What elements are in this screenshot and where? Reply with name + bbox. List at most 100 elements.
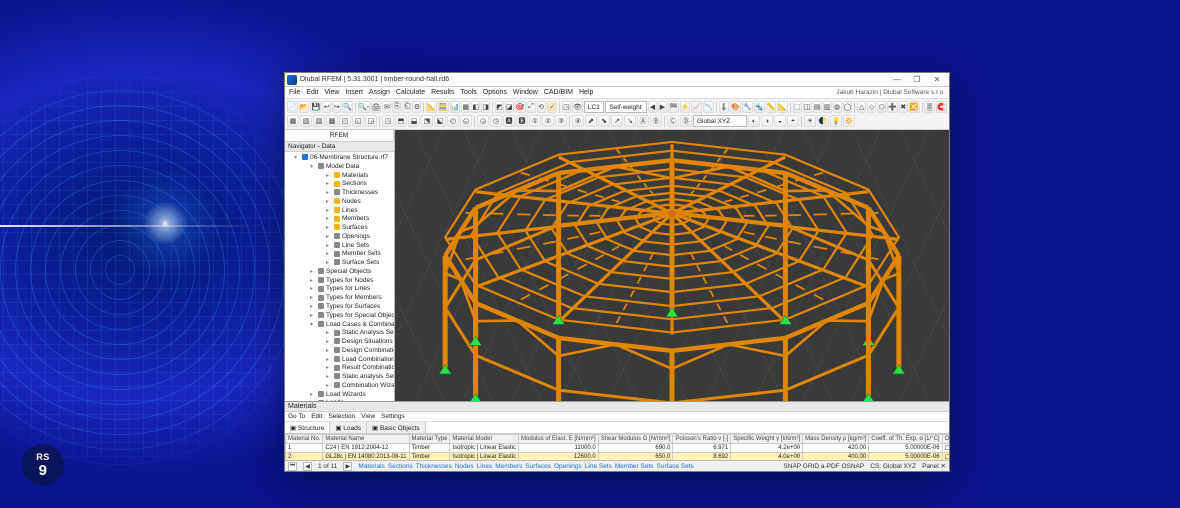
toolbar-button[interactable]: ⟲ — [537, 101, 546, 113]
materials-sub-view[interactable]: View — [361, 413, 375, 420]
tree-item[interactable]: Lines — [326, 207, 393, 216]
next-page-button[interactable]: ▶ — [343, 462, 352, 471]
tree-item[interactable]: Result Combinations — [326, 364, 393, 373]
tree-item[interactable]: Surfaces — [326, 224, 393, 233]
toolbar-button[interactable]: ☀ — [804, 115, 816, 127]
menu-results[interactable]: Results — [431, 89, 454, 96]
toolbar-button[interactable]: ⬈ — [585, 115, 597, 127]
menu-cadbim[interactable]: CAD/BIM — [544, 89, 573, 96]
menu-edit[interactable]: Edit — [306, 89, 318, 96]
table-cell[interactable]: ☐ ☐ — [942, 444, 949, 453]
toolbar-button[interactable]: 🔍 — [342, 101, 353, 113]
table-cell[interactable]: 5.00000E-06 — [869, 453, 942, 461]
table-cell[interactable]: 8.692 — [673, 453, 731, 461]
tree-item[interactable]: Types for Nodes — [310, 277, 393, 286]
toolbar-button[interactable]: ◷ — [490, 115, 502, 127]
toolbar-button[interactable]: ▦ — [287, 115, 299, 127]
table-cell[interactable]: Isotropic | Linear Elastic — [450, 444, 519, 453]
toolbar-button[interactable]: 🅱 — [516, 115, 528, 127]
toolbar-button[interactable]: ▥ — [823, 101, 832, 113]
table-cell[interactable]: 420.00 — [803, 444, 869, 453]
toolbar-button[interactable]: 🌓 — [817, 115, 829, 127]
toolbar-button[interactable]: ◰ — [339, 115, 351, 127]
table-cell[interactable]: ☐ ☐ — [942, 453, 949, 461]
footer-tab-lines[interactable]: Lines — [477, 463, 493, 470]
minimize-button[interactable]: — — [887, 74, 907, 86]
toolbar-button[interactable]: Ⓑ — [650, 115, 662, 127]
materials-tab-loads[interactable]: ▣ Loads — [330, 422, 367, 433]
toolbar-button[interactable]: ◱ — [352, 115, 364, 127]
toolbar-button[interactable]: ◯ — [843, 101, 853, 113]
tree-item[interactable]: Member Sets — [326, 250, 393, 259]
footer-tab-linesets[interactable]: Line Sets — [585, 463, 612, 470]
toolbar-button[interactable]: 👁 — [572, 101, 583, 113]
toolbar-button[interactable]: ▦ — [461, 101, 470, 113]
tree-item[interactable]: Openings — [326, 233, 393, 242]
toolbar-button[interactable]: ⚙ — [412, 101, 421, 113]
toolbar-button[interactable]: 📄 — [287, 101, 298, 113]
tree-item[interactable]: LoadsLC1 - Self-weightLC2 - SnowLC3 - Wi… — [310, 399, 393, 401]
toolbar-button[interactable]: ◇ — [867, 101, 876, 113]
loadcase-selector[interactable]: LC1 — [584, 101, 605, 113]
menu-options[interactable]: Options — [483, 89, 507, 96]
toolbar-button[interactable]: ◧ — [471, 101, 480, 113]
toolbar-button[interactable]: ③ — [555, 115, 567, 127]
table-cell[interactable]: 650.0 — [598, 453, 673, 461]
tree-item[interactable]: Types for Members — [310, 294, 393, 303]
toolbar-button[interactable]: 🧭 — [547, 101, 558, 113]
table-cell[interactable]: 1 — [286, 444, 323, 453]
navigator-tree[interactable]: 06-Membrane Structure.rf7Model DataMater… — [285, 152, 394, 401]
menu-assign[interactable]: Assign — [369, 89, 390, 96]
tree-item[interactable]: Sections — [326, 180, 393, 189]
toolbar-button[interactable]: 🖨 — [371, 101, 382, 113]
toolbar-button[interactable]: ▨ — [313, 115, 325, 127]
tree-item[interactable]: Load Wizards — [310, 391, 393, 400]
table-cell[interactable]: 5.00000E-06 — [869, 444, 942, 453]
footer-tab-members[interactable]: Members — [495, 463, 522, 470]
toolbar-button[interactable]: ◪ — [505, 101, 514, 113]
toolbar-button[interactable]: 📐 — [426, 101, 437, 113]
table-cell[interactable]: 4.2e+00 — [731, 444, 803, 453]
column-header[interactable]: Material Type — [409, 435, 450, 444]
table-cell[interactable]: 690.0 — [598, 444, 673, 453]
loadcase-name[interactable]: Self-weight — [605, 101, 647, 113]
toolbar-button[interactable]: ① — [529, 115, 541, 127]
toolbar-button[interactable]: 🅰 — [503, 115, 515, 127]
toolbar-button[interactable]: ◴ — [447, 115, 459, 127]
footer-tab-surfaces[interactable]: Surfaces — [525, 463, 551, 470]
menu-calculate[interactable]: Calculate — [396, 89, 425, 96]
table-cell[interactable]: 4.0e+00 — [731, 453, 803, 461]
toolbar-button[interactable]: 🎯 — [515, 101, 526, 113]
toolbar-button[interactable]: ◩ — [495, 101, 504, 113]
toolbar-button[interactable]: 🔍- — [358, 101, 370, 113]
column-header[interactable]: Material Model — [450, 435, 519, 444]
materials-sub-edit[interactable]: Edit — [311, 413, 322, 420]
footer-tab-surfacesets[interactable]: Surface Sets — [657, 463, 694, 470]
footer-tab-openings[interactable]: Openings — [554, 463, 582, 470]
coord-selector[interactable]: Global XYZ — [693, 115, 747, 127]
table-cell[interactable]: Isotropic | Linear Elastic — [450, 453, 519, 461]
menu-view[interactable]: View — [324, 89, 339, 96]
toolbar-button[interactable]: ⬕ — [434, 115, 446, 127]
toolbar-button[interactable]: 📈 — [691, 101, 702, 113]
toolbar-button[interactable]: ◲ — [365, 115, 377, 127]
table-cell[interactable]: Timber — [409, 444, 450, 453]
toolbar-button[interactable]: ◓ — [787, 115, 799, 127]
tree-item[interactable]: Static Analysis Settings — [326, 329, 393, 338]
table-cell[interactable]: Timber — [409, 453, 450, 461]
column-header[interactable]: Modulus of Elast. E [N/mm²] — [519, 435, 599, 444]
tree-item[interactable]: Combination Wizard — [326, 382, 393, 391]
tree-item[interactable]: Types for Lines — [310, 285, 393, 294]
column-header[interactable]: Options — [942, 435, 949, 444]
toolbar-button[interactable]: 🔩 — [754, 101, 765, 113]
toolbar-button[interactable]: 🔀 — [909, 101, 920, 113]
close-button[interactable]: ✕ — [927, 74, 947, 86]
toolbar-button[interactable]: ✖ — [899, 101, 908, 113]
tree-item[interactable]: Surface Sets — [326, 259, 393, 268]
tree-item[interactable]: Thicknesses — [326, 189, 393, 198]
toolbar-button[interactable]: 📉 — [703, 101, 714, 113]
toolbar-button[interactable]: ⬒ — [395, 115, 407, 127]
toolbar-button[interactable]: Ⓒ — [667, 115, 679, 127]
toolbar-button[interactable]: ↗ — [611, 115, 623, 127]
toolbar-button[interactable]: ➕ — [887, 101, 898, 113]
